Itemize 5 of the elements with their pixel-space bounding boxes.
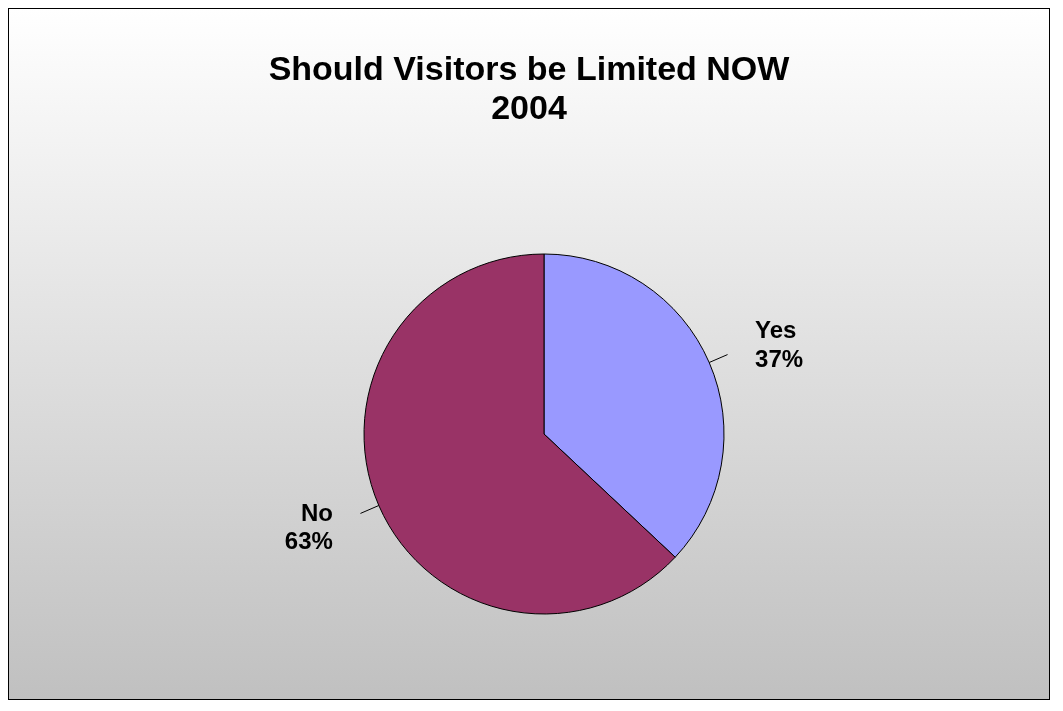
data-label: 63%: [284, 527, 333, 555]
slice-label: Yes: [755, 315, 797, 343]
data-label: 37%: [755, 344, 804, 372]
slice-label: No: [300, 498, 333, 526]
chart-title: Should Visitors be Limited NOW 2004: [267, 48, 791, 128]
